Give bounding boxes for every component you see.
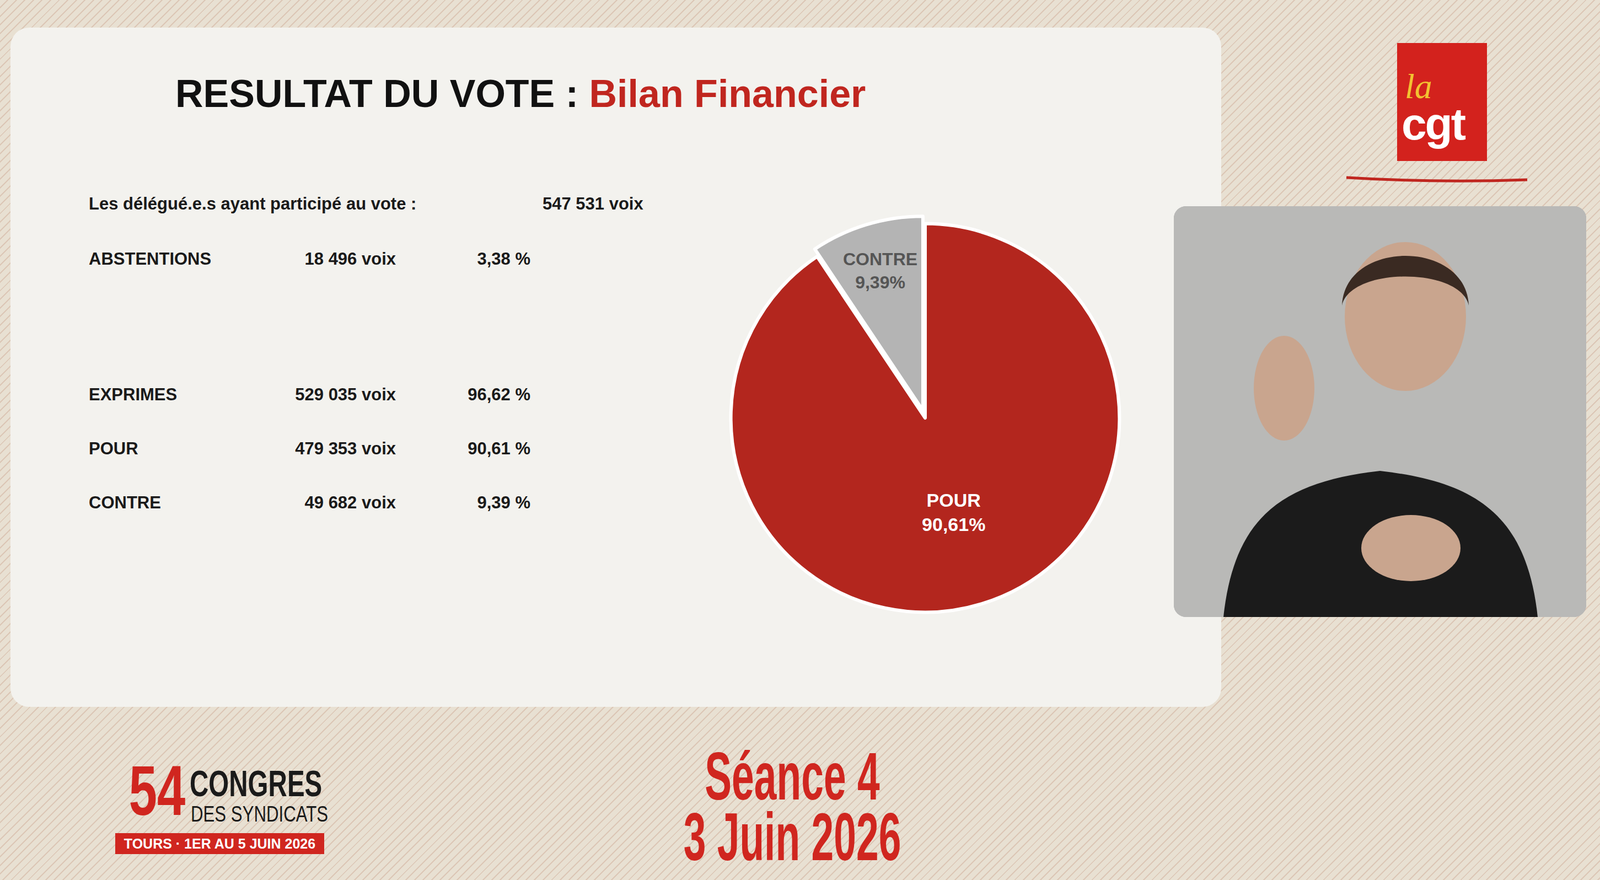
html-text:49 682 voix: 49 682 voix (304, 492, 396, 513)
html-text:ABSTENTIONS: ABSTENTIONS (88, 249, 212, 269)
html-text:3,38 %: 3,38 % (477, 249, 531, 269)
html-text:POUR: POUR (88, 438, 139, 459)
html-text:90,61 %: 90,61 % (467, 438, 531, 459)
html-text:TOURS · 1ER AU 5 JUIN 2026: TOURS · 1ER AU 5 JUIN 2026 (123, 835, 316, 852)
html-text:DES SYNDICATS: DES SYNDICATS (190, 801, 329, 826)
html-text:Les délégué.e.s ayant particip: Les délégué.e.s ayant participé au vote … (88, 194, 417, 214)
html-text:RESULTAT DU VOTE : Bilan Finan: RESULTAT DU VOTE : Bilan Financier (175, 72, 866, 116)
svg-text:CONTRE9,39%: CONTRE9,39% (843, 249, 918, 293)
html-text:Séance 4: Séance 4 (704, 738, 880, 814)
html-text:3 Juin 2026: 3 Juin 2026 (683, 799, 902, 875)
html-text:9,39 %: 9,39 % (477, 492, 531, 513)
html-text:18 496 voix: 18 496 voix (304, 249, 396, 269)
html-text:479 353 voix: 479 353 voix (295, 438, 396, 459)
html-text:la: la (1404, 66, 1433, 106)
html-text:54CONGRES: 54CONGRES (128, 750, 323, 830)
html-text:EXPRIMES: EXPRIMES (88, 384, 178, 405)
html-text:529 035 voix: 529 035 voix (295, 384, 396, 405)
svg-text:POUR90,61%: POUR90,61% (921, 489, 986, 535)
html-text:cgt: cgt (1401, 98, 1465, 149)
html-text:547 531 voix: 547 531 voix (542, 194, 644, 214)
html-text:CONTRE: CONTRE (88, 492, 161, 513)
html-text:96,62 %: 96,62 % (467, 384, 531, 405)
